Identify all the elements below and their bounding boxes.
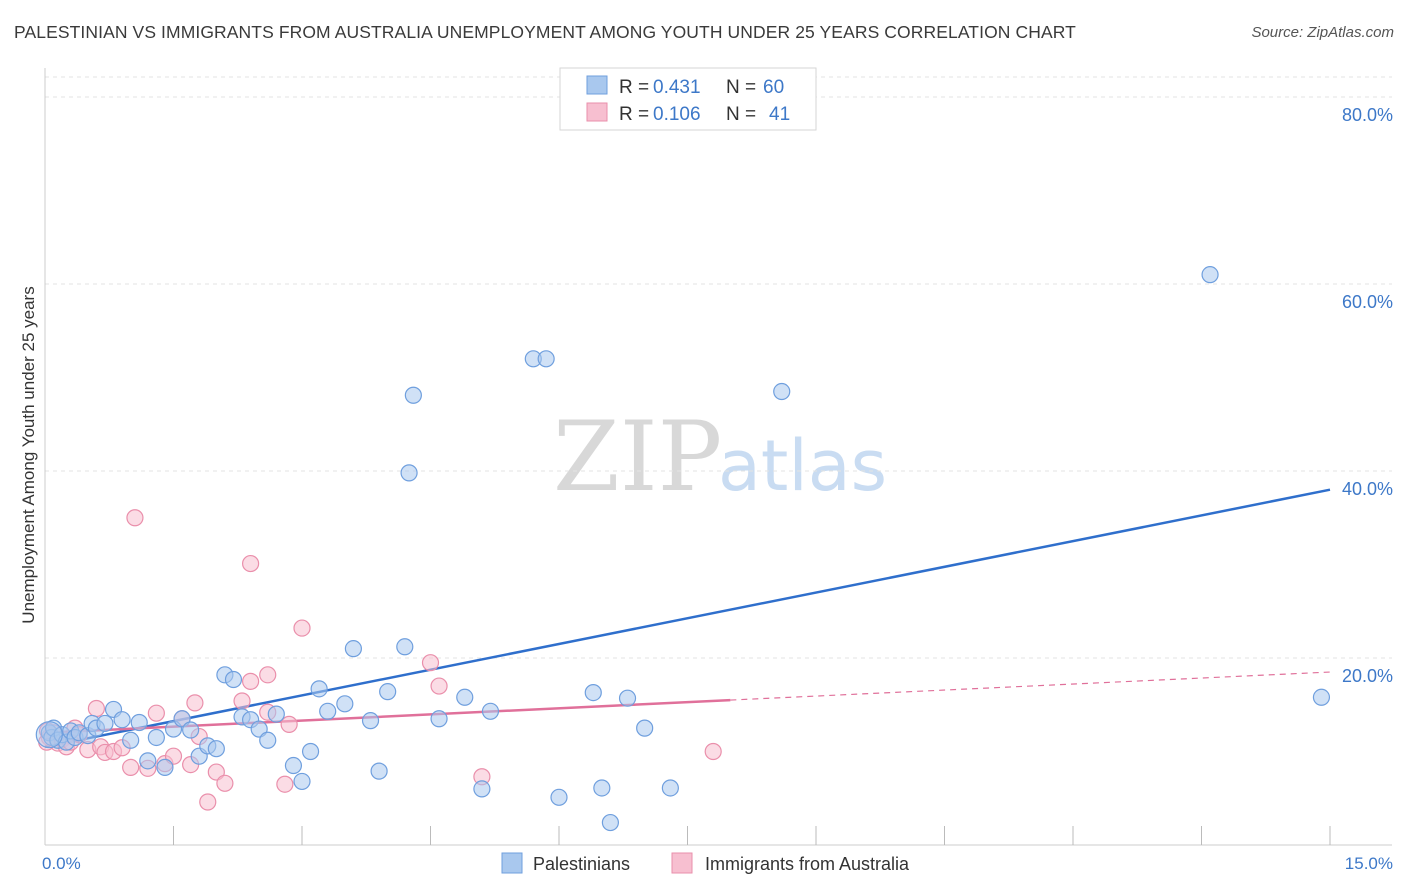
data-point-palestinians <box>584 683 602 702</box>
y-axis-label: Unemployment Among Youth under 25 years <box>19 286 38 623</box>
legend-n-label: N = <box>726 104 756 125</box>
trend-line-australia <box>44 698 731 735</box>
chart-title: PALESTINIAN VS IMMIGRANTS FROM AUSTRALIA… <box>14 22 1076 42</box>
y-tick-label: 80.0% <box>1342 105 1393 125</box>
data-point-palestinians <box>130 713 148 732</box>
bottom-legend-swatch-palestinians <box>501 852 523 874</box>
data-point-australia <box>430 677 448 695</box>
data-point-palestinians <box>182 721 200 739</box>
data-point-palestinians <box>430 710 448 728</box>
data-point-palestinians <box>344 640 362 658</box>
data-point-palestinians <box>259 731 277 749</box>
data-point-palestinians <box>473 780 491 798</box>
data-point-australia <box>280 715 298 733</box>
data-point-palestinians <box>456 688 474 706</box>
data-point-palestinians <box>139 752 157 770</box>
data-point-palestinians <box>400 464 418 482</box>
legend-r-value: 0.431 <box>653 77 701 98</box>
data-point-palestinians <box>1201 266 1219 284</box>
data-point-palestinians <box>224 670 243 689</box>
data-point-palestinians <box>537 350 555 368</box>
data-point-palestinians <box>96 714 114 733</box>
data-point-palestinians <box>310 680 328 698</box>
data-point-palestinians <box>636 719 654 737</box>
data-point-australia <box>421 654 440 672</box>
chart-source: Source: ZipAtlas.com <box>1251 24 1394 41</box>
data-point-australia <box>122 758 140 776</box>
bottom-legend-swatch-australia <box>671 852 693 874</box>
data-point-palestinians <box>618 689 637 707</box>
watermark: ZIP atlas <box>553 401 887 513</box>
trend-lines <box>44 488 1331 749</box>
legend-n-value: 41 <box>769 104 790 125</box>
y-tick-label: 60.0% <box>1342 292 1393 312</box>
data-point-palestinians <box>361 712 380 730</box>
series-palestinians <box>35 266 1331 832</box>
trend-line-palestinians <box>44 488 1331 749</box>
data-point-australia <box>147 704 165 722</box>
y-tick-label: 20.0% <box>1342 666 1393 686</box>
data-point-palestinians <box>481 702 500 720</box>
data-point-palestinians <box>1312 688 1331 706</box>
data-point-australia <box>242 672 260 690</box>
data-point-palestinians <box>379 683 397 701</box>
data-point-palestinians <box>370 762 388 780</box>
trend-line-australia-extension <box>730 671 1331 701</box>
x-tick-label: 0.0% <box>42 854 81 873</box>
x-axis-ticks: 0.0% 15.0% <box>42 826 1393 873</box>
data-point-palestinians <box>284 756 303 775</box>
data-point-australia <box>126 509 144 527</box>
legend-n-label: N = <box>726 77 756 98</box>
data-point-australia <box>233 692 251 710</box>
data-point-palestinians <box>147 728 165 747</box>
data-point-australia <box>87 699 106 718</box>
data-point-australia <box>199 793 217 811</box>
data-point-palestinians <box>593 779 611 797</box>
data-point-australia <box>293 619 311 637</box>
data-point-palestinians <box>156 758 174 776</box>
legend-r-label: R = <box>619 77 649 98</box>
data-point-palestinians <box>113 711 131 729</box>
data-point-palestinians <box>661 779 679 797</box>
x-tick-label: 15.0% <box>1345 854 1393 873</box>
legend-r-value: 0.106 <box>653 104 701 125</box>
axes <box>44 68 1392 846</box>
data-point-australia <box>242 554 260 573</box>
bottom-legend-label-australia: Immigrants from Australia <box>705 854 910 874</box>
watermark-zip: ZIP <box>553 401 722 513</box>
legend-swatch-palestinians <box>586 75 608 95</box>
data-point-palestinians <box>336 695 354 713</box>
data-point-australia <box>276 775 294 793</box>
legend: R = 0.431 N = 60 R = 0.106 N = 41 <box>559 67 817 131</box>
data-point-australia <box>704 742 722 761</box>
y-tick-label: 40.0% <box>1342 479 1393 499</box>
y-axis-tick-labels: 20.0% 40.0% 60.0% 80.0% <box>1342 105 1393 686</box>
data-point-palestinians <box>122 731 140 749</box>
bottom-legend-label-palestinians: Palestinians <box>533 854 630 874</box>
data-point-australia <box>186 694 204 712</box>
data-point-palestinians <box>267 705 285 723</box>
watermark-atlas: atlas <box>718 425 887 507</box>
legend-swatch-australia <box>586 102 608 122</box>
data-point-palestinians <box>207 740 225 758</box>
legend-r-label: R = <box>619 104 649 125</box>
data-point-palestinians <box>396 638 414 656</box>
data-point-palestinians <box>301 742 320 761</box>
data-point-palestinians <box>319 702 337 720</box>
data-point-palestinians <box>293 772 311 791</box>
data-point-palestinians <box>550 788 568 806</box>
legend-n-value: 60 <box>763 77 784 98</box>
bottom-legend: Palestinians Immigrants from Australia <box>501 852 910 874</box>
data-point-australia <box>259 666 277 684</box>
data-point-australia <box>216 774 234 792</box>
data-point-palestinians <box>773 382 791 401</box>
data-point-palestinians <box>404 386 422 404</box>
data-point-palestinians <box>601 813 620 832</box>
data-point-cluster <box>35 721 63 749</box>
